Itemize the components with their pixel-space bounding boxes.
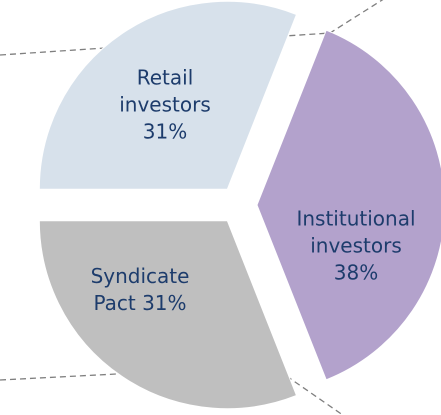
pie-slice (38, 0, 298, 190)
slice-label: Institutional investors 38% (296, 206, 416, 287)
category-label: Syndicate Pact (90, 264, 190, 315)
pie-slice (38, 220, 298, 410)
value-label: 31% (142, 119, 188, 144)
category-label: Institutional investors (296, 206, 416, 258)
slice-label: Retail investors 31% (110, 65, 220, 146)
value-label: 38% (333, 260, 379, 285)
slice-label: Syndicate Pact 31% (83, 263, 198, 317)
value-label: 31% (142, 291, 187, 315)
pie-slice (256, 29, 441, 381)
category-label: Retail investors (119, 65, 211, 117)
